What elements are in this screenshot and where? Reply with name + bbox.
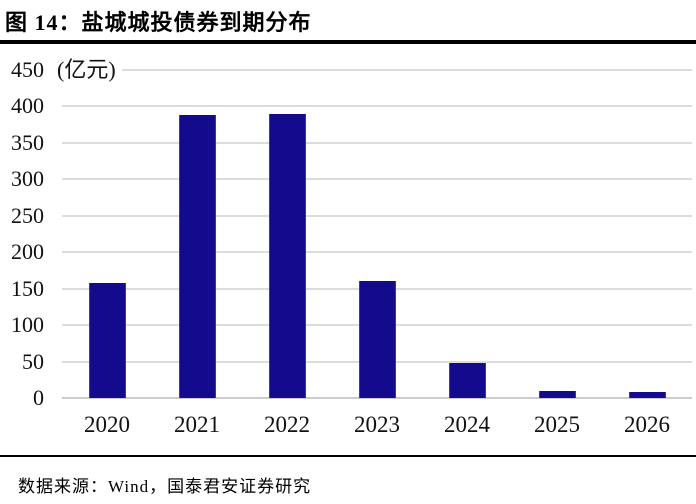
x-axis-tick-label: 2020 xyxy=(84,412,130,437)
x-axis-tick-label: 2026 xyxy=(624,412,670,437)
y-axis-tick-label: 100 xyxy=(11,312,44,338)
bar-2021 xyxy=(178,115,216,398)
source-divider-rule xyxy=(0,455,696,457)
x-axis-tick-label: 2021 xyxy=(174,412,220,437)
x-axis-tick-label: 2025 xyxy=(534,412,580,437)
y-axis-tick-label: 300 xyxy=(11,166,44,192)
bar-2026 xyxy=(628,392,666,398)
bar-2020 xyxy=(88,283,126,398)
bar-2022 xyxy=(268,114,306,398)
gridline-y-250 xyxy=(62,214,692,217)
bar-chart-plot-area: 0 50 100 150 200 250 300 350 400 450 2020 2021 2022 2… xyxy=(11,57,692,437)
x-axis-tick-label: 2022 xyxy=(264,412,310,437)
y-axis-tick-label: 0 xyxy=(33,385,44,410)
gridline-y-300 xyxy=(62,178,692,181)
bar-2024 xyxy=(448,363,486,398)
y-axis-tick-label: 50 xyxy=(22,348,44,374)
y-axis-tick-label: 400 xyxy=(11,93,44,119)
y-axis-unit-label: (亿元) xyxy=(57,57,122,83)
y-axis-tick-label: 250 xyxy=(11,202,44,228)
figure-title: 图 14：盐城城投债券到期分布 xyxy=(5,10,312,35)
y-axis-tick-label: 450 xyxy=(11,57,44,82)
title-divider-rule xyxy=(0,40,696,44)
x-axis-tick-label: 2024 xyxy=(444,412,490,437)
bar-2025 xyxy=(538,391,576,398)
y-axis-tick-label: 350 xyxy=(11,129,44,155)
gridline-y-200 xyxy=(62,251,692,254)
gridline-y-450 xyxy=(62,69,692,71)
gridline-y-350 xyxy=(62,141,692,144)
data-source-caption: 数据来源：Wind，国泰君安证券研究 xyxy=(18,477,312,496)
bar-2023 xyxy=(358,281,396,398)
x-axis-tick-label: 2023 xyxy=(354,412,400,437)
gridline-y-0 xyxy=(62,397,692,399)
y-axis-tick-label: 200 xyxy=(11,239,44,265)
y-axis-tick-label: 150 xyxy=(11,275,44,301)
gridline-y-400 xyxy=(62,105,692,108)
